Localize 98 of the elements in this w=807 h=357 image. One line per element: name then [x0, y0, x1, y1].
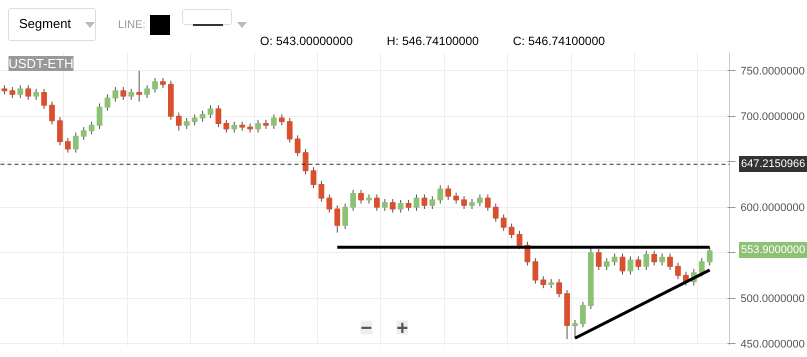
candlestick [17, 84, 24, 98]
candlestick [112, 86, 118, 102]
candlestick [80, 126, 87, 140]
candlestick [675, 262, 681, 280]
candlestick [612, 253, 618, 266]
text: C: 546.74100000 [512, 34, 605, 48]
candlestick [88, 121, 94, 135]
candlestick [461, 196, 467, 210]
candlestick [659, 253, 666, 266]
candlestick [239, 121, 246, 132]
y-tick-label: 600.0000000 [740, 202, 805, 214]
candlestick [128, 88, 134, 100]
text: O: 543.00000000 [260, 34, 353, 48]
candlestick [422, 194, 428, 210]
candlestick [342, 203, 348, 230]
candlestick [231, 121, 238, 134]
annotation: + [396, 318, 408, 340]
y-tick-label: 500.0000000 [740, 293, 805, 306]
candlestick [286, 118, 293, 144]
candlestick [310, 166, 316, 189]
candlestick [160, 77, 166, 88]
candlestick [144, 84, 150, 98]
candlestick [366, 194, 372, 204]
candlestick [350, 189, 356, 212]
candlestick [453, 192, 459, 204]
candlestick [604, 258, 610, 270]
candlestick [278, 114, 285, 126]
candlestick [294, 134, 301, 157]
chart-title: USDT-ETH [8, 56, 74, 71]
candlestick [596, 248, 602, 270]
candlestick [25, 84, 32, 100]
candlestick [469, 198, 475, 210]
candlestick [382, 198, 388, 212]
candlestick [492, 203, 499, 222]
text: H: 546.74100000 [386, 34, 479, 48]
candlestick [64, 138, 71, 154]
candlestick [192, 114, 198, 126]
candlestick [390, 198, 396, 214]
candlestick [445, 184, 452, 200]
candlestick [620, 253, 626, 276]
candlestick [406, 199, 412, 212]
candlestick [643, 250, 650, 270]
candlestick [255, 119, 261, 134]
candlestick [358, 189, 364, 204]
candlestick [548, 278, 554, 289]
y-tick-label: 700.0000000 [740, 111, 805, 124]
candlestick [49, 101, 55, 125]
candlestick [398, 199, 404, 214]
candlestick [484, 194, 491, 212]
candlestick [216, 104, 222, 128]
annotation: − [360, 318, 372, 340]
candlestick [176, 112, 182, 132]
candlestick [152, 77, 158, 94]
text: LINE: [118, 19, 146, 31]
candlestick [437, 184, 444, 204]
candlestick [374, 194, 380, 212]
candlestick [651, 250, 658, 266]
y-tick-label: 750.0000000 [740, 66, 805, 78]
candlestick [104, 94, 110, 112]
candlestick [572, 320, 578, 339]
text: 553.9000000 [739, 242, 807, 258]
candlestick [667, 253, 673, 270]
candlestick [41, 88, 47, 110]
candlestick [556, 278, 562, 298]
candlestick [508, 223, 514, 239]
candlestick [516, 230, 522, 250]
candlestick [2, 84, 8, 95]
candlestick [200, 110, 206, 122]
candlestick [72, 132, 79, 154]
candlestick [96, 102, 102, 130]
candlestick [429, 196, 436, 210]
candlestick [247, 122, 253, 134]
candlestick [628, 256, 634, 276]
candlestick [326, 194, 332, 214]
candlestick [532, 258, 538, 284]
candlestick [57, 116, 63, 146]
candlestick [136, 70, 142, 102]
candlestick [318, 180, 324, 202]
candlestick [184, 118, 190, 130]
candlestick [33, 88, 40, 100]
candlestick [414, 194, 420, 212]
candlestick [10, 86, 16, 98]
candlestick [636, 256, 642, 270]
candlestick [706, 246, 713, 266]
candlestick [334, 204, 340, 234]
ref-line-label: 647.2150966 [739, 156, 807, 172]
candlestick [477, 194, 483, 207]
candlestick [580, 301, 586, 328]
candlestick [263, 119, 269, 130]
candlestick [500, 214, 507, 232]
text: Segment [8, 8, 96, 41]
y-tick-label: 450.0000000 [740, 338, 805, 351]
candlestick [223, 119, 230, 134]
candlestick [120, 86, 126, 100]
candlestick [302, 148, 308, 175]
candlestick [271, 114, 277, 130]
candlestick [208, 104, 214, 119]
candlestick [540, 276, 546, 289]
